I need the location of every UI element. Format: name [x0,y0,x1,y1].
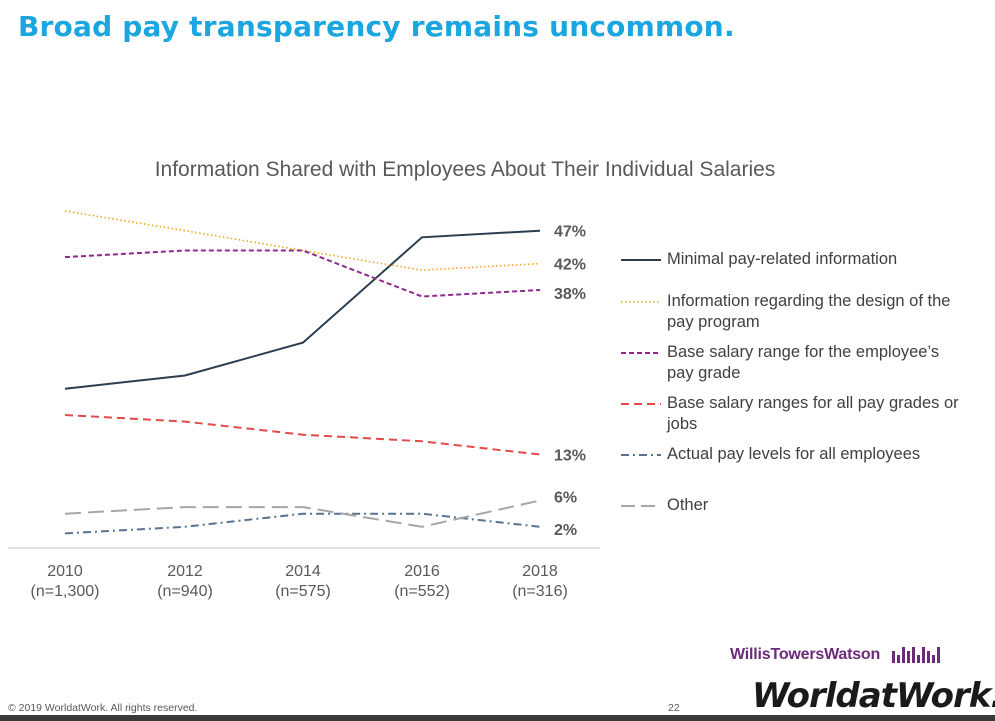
worldatwork-logo: WorldatWork. [752,676,995,716]
legend-swatch [621,301,661,303]
x-tick-label-2014: 2014 [285,563,321,580]
page-number: 22 [668,702,680,714]
x-tick-sublabel-2016: (n=552) [394,583,450,600]
series-line-base_own [64,249,541,298]
bottom-bar [0,715,995,721]
end-label-base_own: 38% [554,286,586,303]
chart-title: Information Shared with Employees About … [154,158,776,181]
legend-item-base-all: Base salary ranges for all pay grades or… [621,393,961,444]
legend-label: Base salary ranges for all pay grades or… [667,394,959,433]
legend-swatch [621,505,661,507]
wtw-bars-icon [892,646,941,663]
legend-item-other: Other [621,495,961,519]
x-tick-label-2016: 2016 [404,563,440,580]
legend-item-base-own: Base salary range for the employee’s pay… [621,342,961,393]
end-label-layer: 47% 42% 38% 13% 2% 6% [554,224,586,539]
x-tick-label-2018: 2018 [522,563,558,580]
wtw-logo-text: WillisTowersWatson [730,646,881,663]
x-tick-sublabel-2012: (n=940) [157,583,213,600]
legend-label: Information regarding the design of the … [667,292,951,331]
legend-swatch [621,259,661,261]
series-line-base_all [64,414,541,456]
end-label-other: 6% [554,490,577,507]
legend-swatch [621,352,661,354]
legend-swatch [621,403,661,405]
legend-swatch [621,454,661,456]
x-tick-layer: 2010 (n=1,300) 2012 (n=940) 2014 (n=575) 2016 (… [31,563,568,600]
legend-label: Actual pay levels for all employees [667,445,921,463]
end-label-actual: 2% [554,522,577,539]
chart-legend: Minimal pay-related information Informat… [621,249,961,519]
series-line-minimal [64,229,541,390]
x-tick-sublabel-2018: (n=316) [512,583,568,600]
legend-label: Base salary range for the employee’s pay… [667,343,940,382]
slide-title: Broad pay transparency remains uncommon. [18,10,735,43]
x-tick-label-2010: 2010 [47,563,83,580]
legend-label: Other [667,496,709,514]
legend-item-actual: Actual pay levels for all employees [621,444,961,495]
willis-towers-watson-logo: WillisTowersWatson [730,646,952,664]
end-label-design: 42% [554,257,586,274]
end-label-base_all: 13% [554,448,586,465]
footer-copyright: © 2019 WorldatWork. All rights reserved. [8,702,198,714]
legend-item-design: Information regarding the design of the … [621,291,961,342]
legend-item-minimal: Minimal pay-related information [621,249,961,291]
end-label-minimal: 47% [554,224,586,241]
legend-label: Minimal pay-related information [667,250,898,268]
series-layer [64,210,541,535]
x-tick-sublabel-2010: (n=1,300) [31,583,100,600]
series-line-design [64,210,541,272]
x-tick-label-2012: 2012 [167,563,203,580]
x-tick-sublabel-2014: (n=575) [275,583,331,600]
